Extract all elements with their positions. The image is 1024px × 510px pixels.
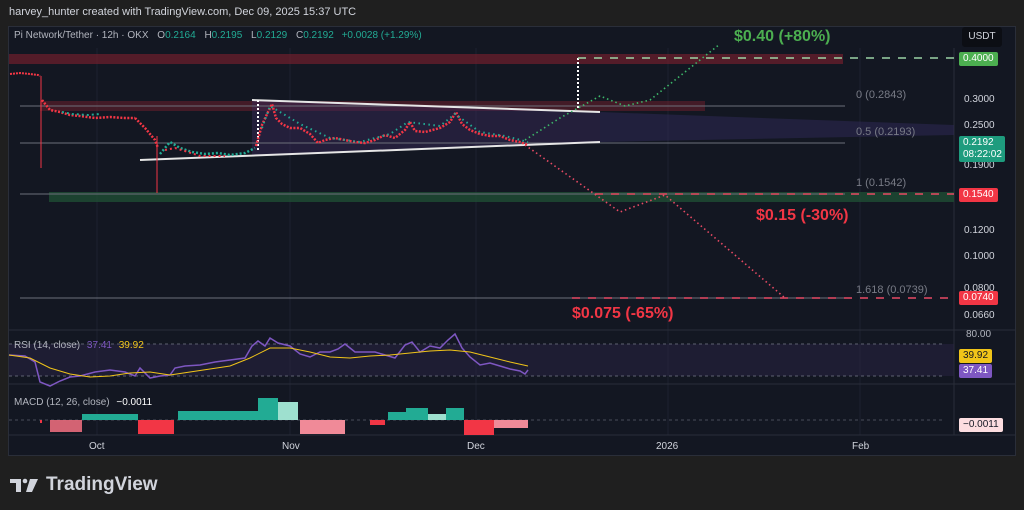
- time-tick-2026: 2026: [656, 441, 679, 452]
- symbol-name[interactable]: Pi Network/Tether · 12h · OKX: [14, 30, 149, 41]
- time-tick-dec: Dec: [467, 441, 485, 452]
- change-value: +0.0028 (+1.29%): [341, 30, 422, 41]
- macd-value: −0.0011: [116, 397, 153, 408]
- rsi-line: [8, 332, 529, 387]
- time-tick-nov: Nov: [282, 441, 300, 452]
- target-up-price-tag: 0.4000: [959, 52, 998, 66]
- close-value: 0.2192: [303, 30, 334, 41]
- macd-histogram: [40, 398, 528, 435]
- resistance-zone-upper: [9, 54, 843, 64]
- price-tick: 0.1900: [964, 160, 995, 171]
- price-tick: 0.2500: [964, 120, 995, 131]
- triangle-upper-trendline: [251, 99, 601, 113]
- macd-legend[interactable]: MACD (12, 26, close) −0.0011: [14, 397, 153, 408]
- support-zone: [49, 192, 954, 202]
- bar-countdown: 08:22:02: [963, 149, 1002, 160]
- rsi-value-tag: 37.41: [959, 364, 993, 378]
- current-price-tag: 0.2192 08:22:02: [959, 136, 1005, 162]
- bear-projection-path: [524, 144, 786, 299]
- bull-target-annotation: $0.40 (+80%): [734, 28, 831, 45]
- time-tick-oct: Oct: [89, 441, 105, 452]
- low-value: 0.2129: [256, 30, 288, 41]
- bear-target-1-annotation: $0.15 (-30%): [756, 207, 849, 224]
- fib-label-0: 0 (0.2843): [856, 89, 907, 101]
- macd-value-tag: −0.0011: [959, 418, 1003, 432]
- open-value: 0.2164: [165, 30, 196, 41]
- rsi-legend[interactable]: RSI (14, close) 37.41 39.92: [14, 340, 144, 351]
- price-tick: 0.1000: [964, 251, 995, 262]
- high-value: 0.2195: [211, 30, 243, 41]
- rsi-ma-line: [8, 347, 529, 378]
- price-tick: 0.0660: [964, 310, 995, 321]
- rsi-value: 37.41: [86, 340, 112, 351]
- symbol-legend: Pi Network/Tether · 12h · OKX O0.2164 H0…: [14, 30, 422, 41]
- triangle-lower-trendline: [139, 141, 601, 161]
- currency-button[interactable]: USDT: [962, 27, 1002, 47]
- chart-credit: harvey_hunter created with TradingView.c…: [9, 6, 357, 18]
- rsi-ma-tag: 39.92: [959, 349, 993, 363]
- time-tick-feb: Feb: [852, 441, 870, 452]
- candlestick-series: [9, 71, 529, 193]
- rsi-ma-value: 39.92: [118, 340, 144, 351]
- fib-label-1-618: 1.618 (0.0739): [856, 284, 928, 296]
- price-tick: 0.3000: [964, 94, 995, 105]
- fib-label-0-5: 0.5 (0.2193): [856, 126, 916, 138]
- tradingview-logo-icon: [10, 478, 38, 492]
- triangle-fill: [252, 100, 600, 156]
- bull-projection-path: [524, 43, 721, 141]
- target-down-price-tag: 0.0740: [959, 291, 998, 305]
- price-tick: 0.1200: [964, 225, 995, 236]
- support-price-tag: 0.1540: [959, 188, 998, 202]
- tradingview-logo[interactable]: TradingView: [10, 474, 158, 496]
- bear-target-2-annotation: $0.075 (-65%): [572, 305, 674, 322]
- fib-label-1: 1 (0.1542): [856, 177, 907, 189]
- price-tick: 0.0800: [964, 283, 995, 294]
- rsi-axis-tick: 80.00: [966, 329, 992, 340]
